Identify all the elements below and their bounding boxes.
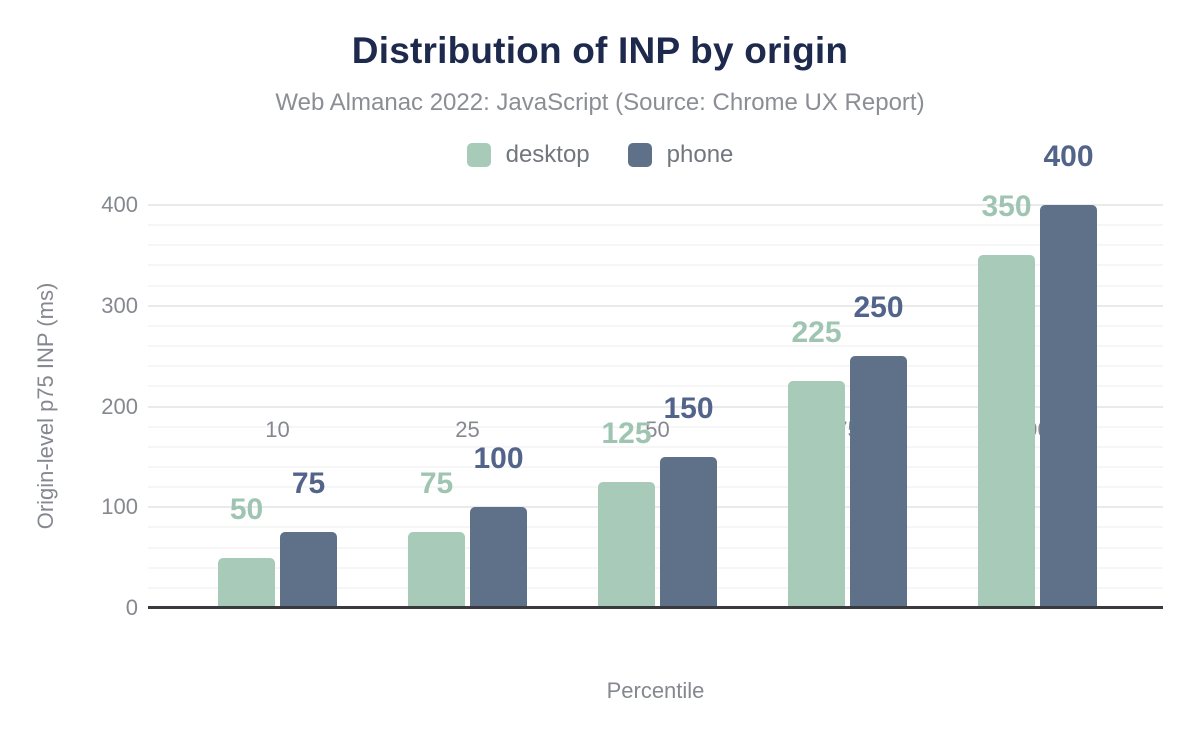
y-tick-100: 100 — [101, 494, 138, 520]
minor-gridline-380 — [148, 224, 1163, 227]
minor-gridline-320 — [148, 284, 1163, 287]
data-label-phone-p75: 250 — [853, 291, 904, 325]
bar-phone-p25[interactable] — [470, 507, 527, 608]
bar-desktop-p25[interactable] — [408, 532, 465, 608]
data-label-desktop-p50: 125 — [601, 417, 652, 451]
major-gridline-200 — [148, 405, 1163, 408]
bar-desktop-p50[interactable] — [598, 482, 655, 608]
minor-gridline-40 — [148, 566, 1163, 569]
x-tick-50: 50 — [645, 417, 670, 442]
bar-desktop-p90[interactable] — [978, 255, 1035, 608]
legend-item-phone[interactable]: phone — [627, 141, 734, 169]
y-tick-200: 200 — [101, 393, 138, 419]
data-label-desktop-p75: 225 — [791, 316, 842, 350]
minor-gridline-60 — [148, 546, 1163, 549]
legend-item-desktop[interactable]: desktop — [466, 141, 590, 169]
data-label-desktop-p90: 350 — [981, 190, 1032, 224]
minor-gridline-240 — [148, 365, 1163, 368]
bar-phone-p75[interactable] — [850, 356, 907, 608]
data-label-desktop-p10: 50 — [229, 492, 264, 526]
x-axis-line — [148, 606, 1163, 609]
y-tick-400: 400 — [101, 192, 138, 217]
data-label-phone-p90: 400 — [1043, 140, 1094, 173]
x-tick-10: 10 — [265, 417, 290, 442]
bar-desktop-p75[interactable] — [788, 381, 845, 608]
x-tick-25: 25 — [455, 417, 480, 442]
data-label-phone-p10: 75 — [291, 467, 326, 501]
minor-gridline-120 — [148, 486, 1163, 489]
chart-subtitle: Web Almanac 2022: JavaScript (Source: Ch… — [275, 89, 925, 116]
plot-area: 50 75 75 100 125 150 225 250 350 400 — [148, 142, 1163, 609]
minor-gridline-220 — [148, 385, 1163, 388]
legend: desktop phone — [0, 141, 1200, 169]
legend-label-phone: phone — [666, 141, 734, 168]
data-label-desktop-p25: 75 — [419, 467, 454, 501]
chart-title: Distribution of INP by origin — [351, 30, 849, 71]
minor-gridline-140 — [148, 465, 1163, 468]
x-axis-title: Percentile — [606, 678, 705, 703]
data-label-phone-p50: 150 — [663, 391, 714, 425]
minor-gridline-180 — [148, 425, 1163, 428]
y-tick-300: 300 — [101, 292, 138, 318]
minor-gridline-160 — [148, 445, 1163, 448]
major-gridline-300 — [148, 304, 1163, 307]
minor-gridline-360 — [148, 244, 1163, 247]
minor-gridline-280 — [148, 324, 1163, 327]
major-gridline-100 — [148, 506, 1163, 509]
minor-gridline-20 — [148, 586, 1163, 589]
data-label-phone-p25: 100 — [473, 442, 524, 476]
y-tick-0: 0 — [125, 595, 138, 620]
minor-gridline-80 — [148, 526, 1163, 529]
minor-gridline-340 — [148, 264, 1163, 267]
minor-gridline-260 — [148, 345, 1163, 348]
major-gridline-400 — [148, 204, 1163, 206]
bar-phone-p10[interactable] — [280, 532, 337, 608]
desktop-swatch-icon — [466, 143, 491, 167]
bar-phone-p50[interactable] — [660, 456, 717, 608]
legend-label-desktop: desktop — [505, 141, 590, 168]
bar-phone-p90[interactable] — [1040, 205, 1097, 608]
phone-swatch-icon — [627, 143, 652, 167]
bar-desktop-p10[interactable] — [218, 557, 275, 608]
